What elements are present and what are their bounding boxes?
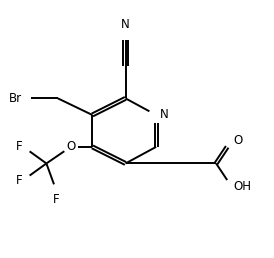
- Text: F: F: [53, 193, 60, 206]
- Text: O: O: [66, 140, 75, 153]
- Text: Br: Br: [9, 92, 22, 105]
- Text: N: N: [121, 18, 130, 31]
- Text: F: F: [16, 174, 22, 187]
- Text: N: N: [159, 108, 168, 122]
- Text: F: F: [16, 140, 22, 153]
- Text: O: O: [233, 134, 243, 147]
- Text: OH: OH: [233, 180, 252, 193]
